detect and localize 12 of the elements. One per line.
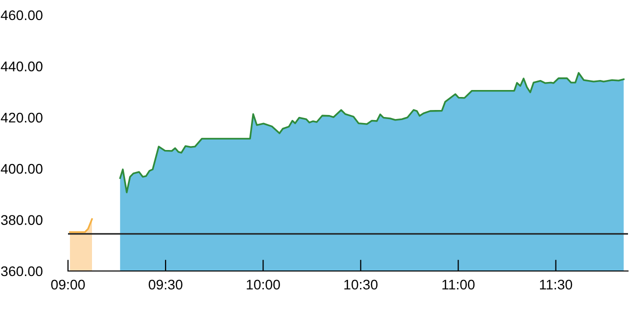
x-tick-label: 09:30 — [148, 280, 182, 290]
x-tick-label: 10:00 — [246, 280, 280, 290]
x-tick-label: 09:00 — [51, 280, 85, 290]
y-tick-label: 380.00 — [1, 215, 42, 225]
y-tick-label: 460.00 — [0, 10, 42, 20]
y-tick-label: 400.00 — [0, 164, 42, 174]
x-tick-label: 11:00 — [442, 280, 475, 290]
y-tick-label: 420.00 — [0, 112, 42, 123]
y-tick-label: 440.00 — [0, 62, 42, 72]
x-tick-label: 10:30 — [344, 280, 378, 290]
x-tick-label: 11:30 — [540, 280, 572, 290]
y-tick-label: 360.00 — [1, 266, 42, 276]
